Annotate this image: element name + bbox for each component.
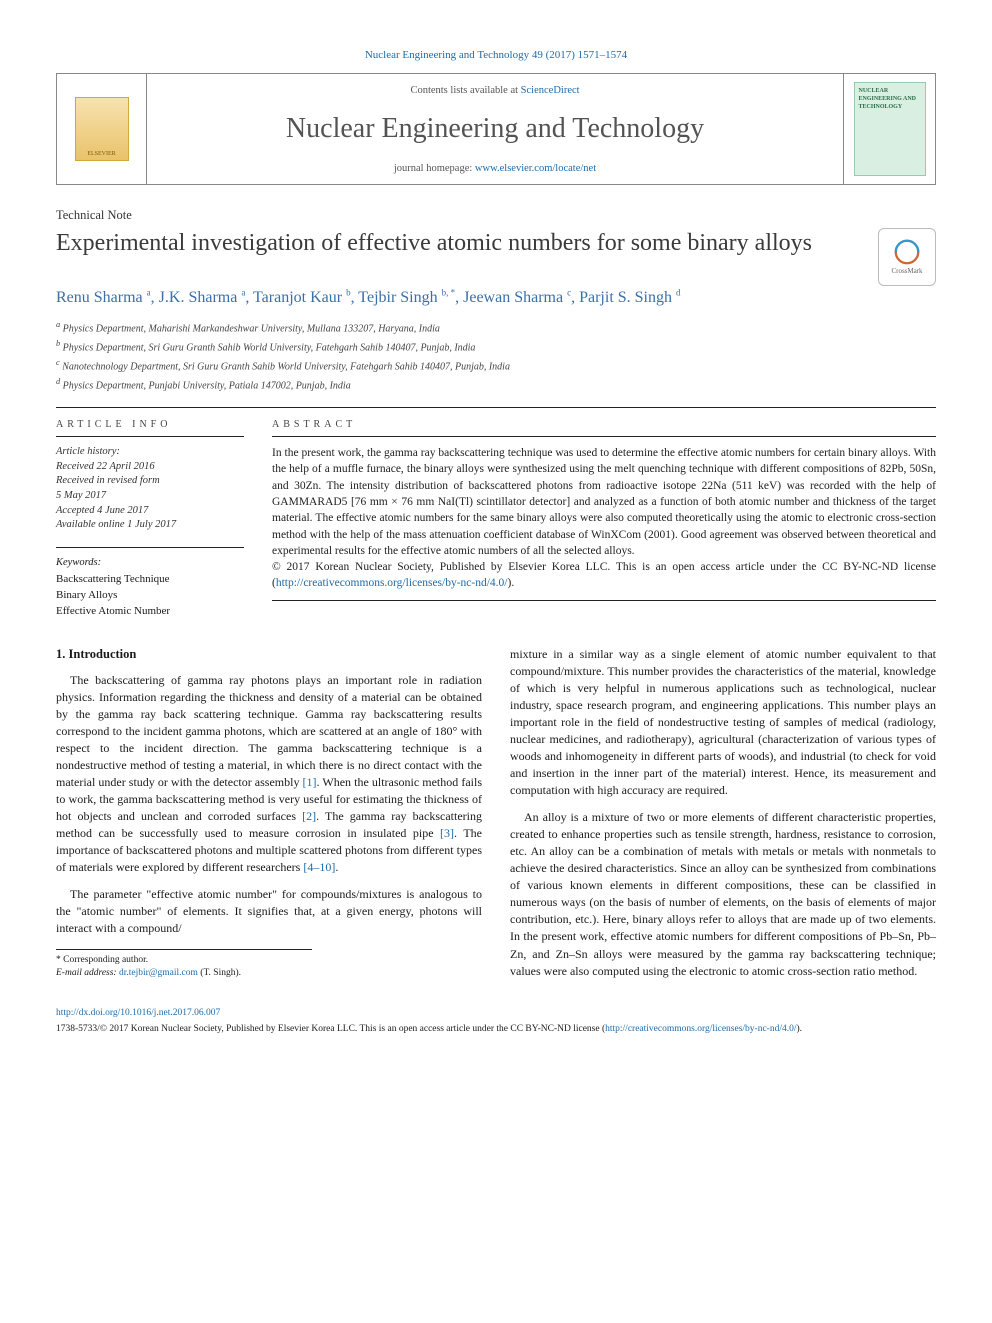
page-footer: http://dx.doi.org/10.1016/j.net.2017.06.… — [56, 1007, 936, 1036]
abstract-rule — [272, 436, 936, 437]
journal-cover-cell: NUCLEAR ENGINEERING AND TECHNOLOGY — [843, 74, 935, 184]
keyword-item: Effective Atomic Number — [56, 604, 244, 620]
journal-ref: Nuclear Engineering and Technology 49 (2… — [56, 48, 936, 63]
issn-text: 1738-5733/© 2017 Korean Nuclear Society,… — [56, 1024, 605, 1034]
article-title: Experimental investigation of effective … — [56, 228, 860, 258]
keyword-item: Backscattering Technique — [56, 572, 244, 588]
homepage-link[interactable]: www.elsevier.com/locate/net — [475, 163, 596, 174]
title-row: Experimental investigation of effective … — [56, 228, 936, 286]
corresponding-author-block: * Corresponding author. E-mail address: … — [56, 949, 312, 980]
keyword-item: Binary Alloys — [56, 588, 244, 604]
abstract-body: In the present work, the gamma ray backs… — [272, 447, 936, 557]
article-history: Article history: Received 22 April 2016R… — [56, 445, 244, 533]
citation-link[interactable]: [2] — [302, 809, 316, 823]
rule-above-info — [56, 407, 936, 408]
issn-copyright-line: 1738-5733/© 2017 Korean Nuclear Society,… — [56, 1023, 936, 1036]
body-two-column: 1. Introduction The backscattering of ga… — [56, 646, 936, 985]
info-abstract-row: ARTICLE INFO Article history: Received 2… — [56, 418, 936, 620]
footer-cc-link[interactable]: http://creativecommons.org/licenses/by-n… — [605, 1024, 796, 1034]
elsevier-tree-icon: ELSEVIER — [75, 97, 129, 161]
affiliation-line: a Physics Department, Maharishi Markande… — [56, 319, 936, 337]
affiliations-block: a Physics Department, Maharishi Markande… — [56, 319, 936, 393]
history-line: Accepted 4 June 2017 — [56, 504, 244, 519]
info-rule — [56, 436, 244, 437]
elsevier-label: ELSEVIER — [87, 150, 115, 158]
corresponding-email-link[interactable]: dr.tejbir@gmail.com — [119, 968, 198, 978]
contents-available-line: Contents lists available at ScienceDirec… — [155, 84, 835, 98]
abstract-copyright-suffix: ). — [508, 577, 515, 589]
issn-suffix: ). — [797, 1024, 803, 1034]
abstract-bottom-rule — [272, 600, 936, 601]
citation-link[interactable]: [1] — [303, 775, 317, 789]
affiliation-line: d Physics Department, Punjabi University… — [56, 376, 936, 394]
history-line: Received in revised form — [56, 474, 244, 489]
crossmark-icon — [892, 237, 922, 267]
cc-license-link[interactable]: http://creativecommons.org/licenses/by-n… — [276, 577, 508, 589]
history-label: Article history: — [56, 445, 244, 460]
keywords-label: Keywords: — [56, 556, 244, 570]
email-label: E-mail address: — [56, 968, 119, 978]
abstract-label: ABSTRACT — [272, 418, 936, 432]
article-info-column: ARTICLE INFO Article history: Received 2… — [56, 418, 244, 620]
crossmark-badge[interactable]: CrossMark — [878, 228, 936, 286]
corresponding-star: * Corresponding author. — [56, 954, 312, 967]
sciencedirect-link[interactable]: ScienceDirect — [521, 85, 580, 96]
affiliation-line: b Physics Department, Sri Guru Granth Sa… — [56, 338, 936, 356]
email-suffix: (T. Singh). — [198, 968, 241, 978]
journal-title: Nuclear Engineering and Technology — [155, 110, 835, 148]
page-root: Nuclear Engineering and Technology 49 (2… — [0, 0, 992, 1067]
authors-line: Renu Sharma a, J.K. Sharma a, Taranjot K… — [56, 286, 936, 309]
homepage-prefix: journal homepage: — [394, 163, 475, 174]
body-paragraph: The parameter "effective atomic number" … — [56, 886, 482, 937]
journal-header-center: Contents lists available at ScienceDirec… — [147, 74, 843, 184]
doi-link[interactable]: http://dx.doi.org/10.1016/j.net.2017.06.… — [56, 1008, 220, 1018]
homepage-line: journal homepage: www.elsevier.com/locat… — [155, 162, 835, 176]
history-line: Available online 1 July 2017 — [56, 518, 244, 533]
abstract-text: In the present work, the gamma ray backs… — [272, 445, 936, 592]
section-heading-intro: 1. Introduction — [56, 646, 482, 664]
journal-header-box: ELSEVIER Contents lists available at Sci… — [56, 73, 936, 185]
history-line: Received 22 April 2016 — [56, 460, 244, 475]
article-type: Technical Note — [56, 207, 936, 224]
history-line: 5 May 2017 — [56, 489, 244, 504]
affiliation-line: c Nanotechnology Department, Sri Guru Gr… — [56, 357, 936, 375]
keywords-list: Backscattering TechniqueBinary AlloysEff… — [56, 572, 244, 620]
publisher-logo-cell: ELSEVIER — [57, 74, 147, 184]
contents-prefix: Contents lists available at — [410, 85, 520, 96]
citation-link[interactable]: [3] — [440, 826, 454, 840]
article-info-label: ARTICLE INFO — [56, 418, 244, 432]
body-paragraph: mixture in a similar way as a single ele… — [510, 646, 936, 799]
crossmark-label: CrossMark — [891, 267, 922, 276]
keywords-rule — [56, 547, 244, 548]
cover-title: NUCLEAR ENGINEERING AND TECHNOLOGY — [859, 87, 921, 111]
journal-cover-thumbnail: NUCLEAR ENGINEERING AND TECHNOLOGY — [854, 82, 926, 176]
citation-link[interactable]: [4–10] — [303, 860, 335, 874]
abstract-column: ABSTRACT In the present work, the gamma … — [272, 418, 936, 620]
body-paragraph: An alloy is a mixture of two or more ele… — [510, 809, 936, 979]
body-paragraph: The backscattering of gamma ray photons … — [56, 672, 482, 876]
